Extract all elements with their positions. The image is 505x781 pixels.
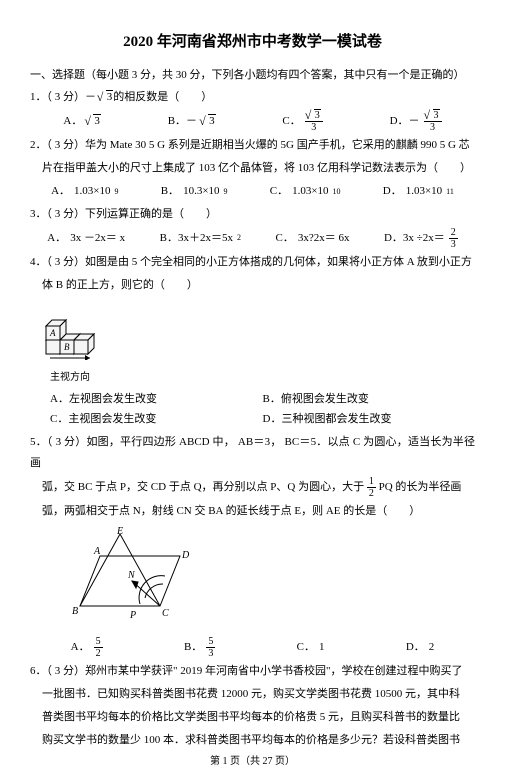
question-6-line1: 6．（ 3 分）郑州市某中学获评" 2019 年河南省中小学书香校园"，学校在创… <box>30 661 475 682</box>
q5-opt-c: C．1 <box>297 636 325 659</box>
q4-opt-c: C．主视图会发生改变 <box>30 409 263 430</box>
q4-opt-d: D．三种视图都会发生改变 <box>263 409 476 430</box>
question-3: 3．（ 3 分）下列运算正确的是（ ） <box>30 204 475 225</box>
question-5-line1: 5．（ 3 分）如图，平行四边形 ABCD 中， AB＝3， BC＝5．以点 C… <box>30 432 475 474</box>
question-6-line3: 普类图书平均每本的价格比文学类图书平均每本的价格贵 5 元，且购买科普书的数量比 <box>30 707 475 728</box>
q2-opt-a: A．1.03×109 <box>51 181 118 202</box>
question-1: 1．（ 3 分）－ 3的相反数是（ ） <box>30 87 475 108</box>
page-footer: 第 1 页（共 27 页） <box>30 752 475 771</box>
q3-opt-d: D．3x ÷2x＝23 <box>384 227 458 250</box>
question-6-line4: 购买文学书的数量少 100 本．求科普类图书平均每本的价格是多少元？若设科普类图… <box>30 730 475 751</box>
parallelogram-diagram-icon: E A D N B P C <box>50 526 210 626</box>
q2-opt-c: C．1.03×1010 <box>270 181 341 202</box>
q1-options: A．3 B．－3 C．33 D．－ 33 <box>30 110 475 133</box>
q3-opt-c: C．3x?2x＝ 6x <box>276 227 350 250</box>
q4-fig-label: 主视方向 <box>50 368 475 387</box>
question-5-line2: 弧，交 BC 于点 P，交 CD 于点 Q，再分别以点 P、Q 为圆心，大于 1… <box>30 476 475 499</box>
cube-diagram-icon: A B <box>40 300 110 360</box>
q5-options: A．52 B．53 C．1 D．2 <box>30 636 475 659</box>
q2-opt-d: D．1.03×1011 <box>383 181 454 202</box>
q4-options-row2: C．主视图会发生改变 D．三种视图都会发生改变 <box>30 409 475 430</box>
geom-D: D <box>181 550 190 561</box>
q1-opt-d: D．－ 33 <box>390 110 442 133</box>
cube-label-a: A <box>49 328 56 338</box>
page-title: 2020 年河南省郑州市中考数学一模试卷 <box>30 28 475 57</box>
geom-N: N <box>127 570 136 581</box>
question-5-line3: 弧，两弧相交于点 N，射线 CN 交 BA 的延长线于点 E，则 AE 的长是（… <box>30 501 475 522</box>
q1-opt-a: A．3 <box>63 110 100 133</box>
q3-options: A．3x －2x＝ x B．3x＋2x＝5x2 C．3x?2x＝ 6x D．3x… <box>30 227 475 250</box>
q2-opt-b: B．10.3×109 <box>161 181 228 202</box>
question-2-line1: 2．（ 3 分）华为 Mate 30 5 G 系列是近期相当火爆的 5G 国产手… <box>30 135 475 156</box>
q1-opt-b: B．－3 <box>168 110 216 133</box>
q4-opt-a: A．左视图会发生改变 <box>30 389 263 410</box>
q1-opt-c: C．33 <box>282 110 322 133</box>
q3-opt-a: A．3x －2x＝ x <box>47 227 125 250</box>
q5-opt-b: B．53 <box>184 636 215 659</box>
question-6-line2: 一批图书．已知购买科普类图书花费 12000 元，购买文学类图书花费 10500… <box>30 684 475 705</box>
cube-label-b: B <box>64 342 70 352</box>
geom-A: A <box>93 546 101 557</box>
q4-figure: A B 主视方向 <box>40 300 475 387</box>
q5-opt-a: A．52 <box>71 636 103 659</box>
geom-P: P <box>129 610 136 621</box>
q5-opt-d: D．2 <box>406 636 434 659</box>
q2-options: A．1.03×109 B．10.3×109 C．1.03×1010 D．1.03… <box>30 181 475 202</box>
geom-C: C <box>162 608 169 619</box>
geom-B: B <box>72 606 78 617</box>
question-4-line1: 4．（ 3 分）如图是由 5 个完全相同的小正方体搭成的几何体，如果将小正方体 … <box>30 252 475 273</box>
geom-E: E <box>116 526 123 537</box>
section-header: 一、选择题（每小题 3 分，共 30 分，下列各小题均有四个答案，其中只有一个是… <box>30 65 475 86</box>
question-4-line2: 体 B 的正上方，则它的（ ） <box>30 275 475 296</box>
exam-page: 2020 年河南省郑州市中考数学一模试卷 一、选择题（每小题 3 分，共 30 … <box>0 0 505 781</box>
q3-opt-b: B．3x＋2x＝5x2 <box>160 227 241 250</box>
question-2-line2: 片在指甲盖大小的尺寸上集成了 103 亿个晶体管，将 103 亿用科学记数法表示… <box>30 158 475 179</box>
q4-opt-b: B．俯视图会发生改变 <box>263 389 476 410</box>
q5-figure: E A D N B P C <box>50 526 475 634</box>
q4-options-row1: A．左视图会发生改变 B．俯视图会发生改变 <box>30 389 475 410</box>
